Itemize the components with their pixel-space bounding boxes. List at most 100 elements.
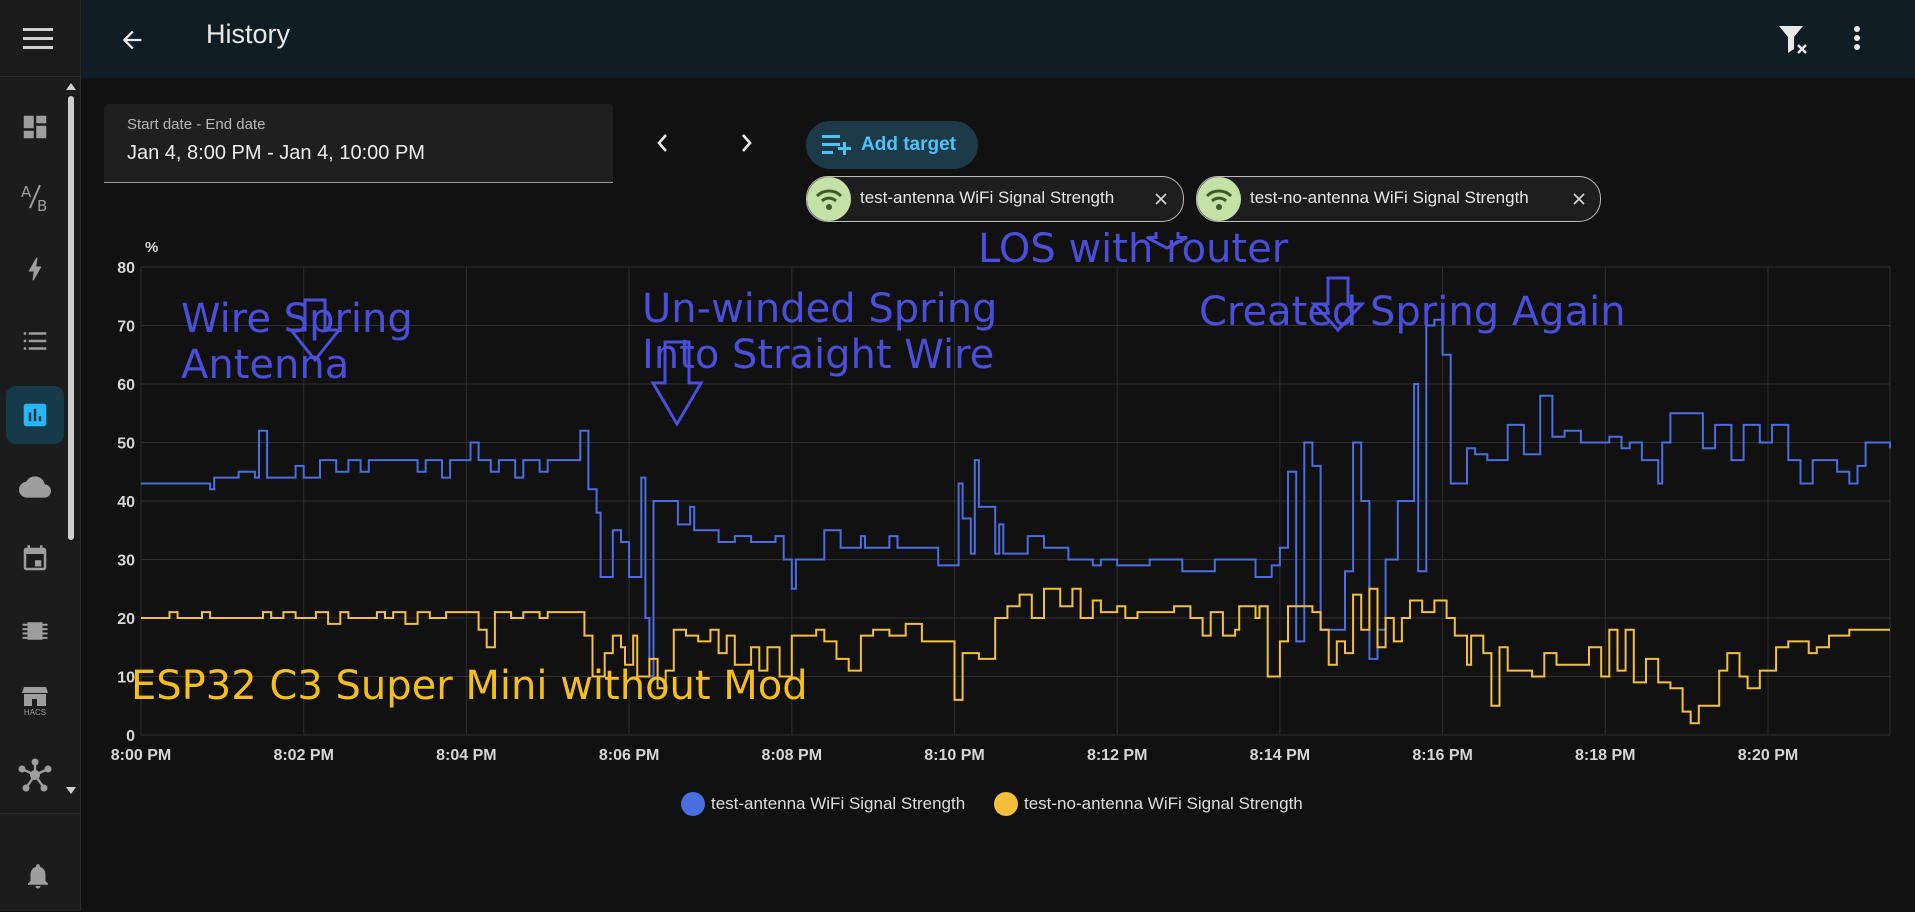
sidebar-item-energy[interactable] — [6, 240, 64, 298]
annotation-arrow — [1310, 276, 1366, 333]
y-axis-label: % — [145, 239, 158, 256]
annotation-text: ESP32 C3 Super Mini without Mod — [131, 663, 808, 709]
x-tick-label: 8:10 PM — [924, 747, 984, 764]
y-tick-label: 30 — [117, 553, 135, 570]
hacs-label: HACS — [23, 708, 47, 717]
sidebar-item-calendar[interactable] — [6, 530, 64, 588]
series-line-antenna — [141, 318, 1891, 678]
target-chip-no-antenna[interactable]: test-no-antenna WiFi Signal Strength — [1196, 176, 1601, 222]
x-tick-label: 8:14 PM — [1250, 747, 1310, 764]
annotation-arrow — [650, 340, 704, 427]
y-tick-label: 10 — [117, 670, 135, 687]
x-tick-label: 8:16 PM — [1412, 747, 1472, 764]
back-button[interactable] — [112, 20, 152, 60]
y-tick-label: 70 — [117, 319, 135, 336]
chevron-right-icon — [742, 134, 752, 152]
svg-text:B: B — [37, 197, 47, 214]
dashboard-icon — [23, 115, 47, 139]
sidebar-header — [0, 0, 80, 77]
sidebar-item-hacs[interactable]: HACS — [6, 672, 64, 730]
annotation-arrow — [287, 298, 343, 363]
filter-remove-icon — [1779, 26, 1807, 54]
sidebar-item-dashboard[interactable] — [6, 98, 64, 156]
annotation-text: Created Spring Again — [1199, 289, 1626, 335]
annotation-arrow — [1146, 232, 1188, 250]
series-line-no-antenna — [141, 587, 1890, 725]
date-range-picker[interactable]: Start date - End date Jan 4, 8:00 PM - J… — [104, 104, 613, 183]
sidebar-item-network[interactable] — [6, 746, 64, 804]
x-tick-label: 8:12 PM — [1087, 747, 1147, 764]
wifi-icon — [807, 177, 851, 221]
y-tick-label: 40 — [117, 494, 135, 511]
next-period-button[interactable] — [732, 128, 762, 158]
clear-filters-button[interactable] — [1771, 18, 1815, 62]
x-tick-label: 8:06 PM — [599, 747, 659, 764]
legend-item-antenna[interactable]: test-antenna WiFi Signal Strength — [681, 792, 965, 816]
close-icon — [1155, 193, 1167, 205]
playlist-add-icon — [822, 135, 851, 155]
legend-label: test-no-antenna WiFi Signal Strength — [1024, 794, 1303, 813]
sidebar-item-logbook[interactable] — [6, 312, 64, 370]
previous-period-button[interactable] — [647, 128, 677, 158]
ab-icon: AB — [21, 183, 47, 214]
target-chip-label: test-no-antenna WiFi Signal Strength — [1250, 188, 1529, 207]
x-tick-label: 8:18 PM — [1575, 747, 1635, 764]
annotation-text: LOS with router — [978, 232, 1289, 272]
sidebar-item-history[interactable] — [6, 386, 64, 444]
notifications-button[interactable] — [18, 856, 58, 896]
y-tick-label: 60 — [117, 377, 135, 394]
sidebar-footer — [0, 813, 80, 912]
more-vert-icon — [1854, 26, 1860, 50]
legend-label: test-antenna WiFi Signal Strength — [711, 794, 966, 813]
scroll-down-icon[interactable] — [66, 787, 76, 794]
chart-legend: test-antenna WiFi Signal Strength test-n… — [0, 780, 1915, 820]
menu-button[interactable] — [18, 20, 58, 56]
history-chart[interactable]: 0 10 20 30 40 50 60 70 80 8:00 PM 8:02 PM 8:04 PM 8:… — [100, 232, 1900, 772]
sidebar-scrollbar-thumb[interactable] — [68, 96, 74, 540]
x-tick-label: 8:08 PM — [762, 747, 822, 764]
annotation-text: Antenna — [181, 342, 349, 388]
arrow-back-icon — [122, 30, 142, 50]
cloud-icon — [19, 476, 51, 498]
x-tick-label: 8:20 PM — [1738, 747, 1798, 764]
close-icon — [1573, 193, 1585, 205]
x-tick-label: 8:02 PM — [273, 747, 333, 764]
bell-icon — [28, 864, 48, 889]
hacs-icon — [22, 687, 48, 706]
date-range-label: Start date - End date — [127, 116, 266, 133]
target-chip-antenna[interactable]: test-antenna WiFi Signal Strength — [806, 176, 1184, 222]
y-tick-label: 0 — [126, 728, 135, 745]
chevron-left-icon — [657, 134, 667, 152]
top-app-bar: History — [81, 0, 1915, 78]
y-tick-label: 20 — [117, 611, 135, 628]
add-target-label: Add target — [861, 134, 956, 155]
sidebar-item-cloud[interactable] — [6, 458, 64, 516]
energy-icon — [28, 257, 42, 281]
calendar-icon — [23, 545, 47, 571]
svg-text:A: A — [21, 183, 32, 201]
date-range-value: Jan 4, 8:00 PM - Jan 4, 10:00 PM — [127, 142, 425, 164]
more-options-button[interactable] — [1837, 18, 1877, 58]
legend-item-no-antenna[interactable]: test-no-antenna WiFi Signal Strength — [994, 792, 1303, 816]
target-chip-label: test-antenna WiFi Signal Strength — [860, 188, 1115, 207]
annotation-text: Into Straight Wire — [642, 332, 994, 378]
legend-swatch — [681, 792, 705, 816]
history-icon — [23, 403, 47, 427]
chip-icon — [22, 622, 48, 640]
remove-target-button[interactable] — [1150, 188, 1172, 210]
x-tick-label: 8:04 PM — [436, 747, 496, 764]
y-tick-label: 50 — [117, 436, 135, 453]
sidebar-item-esphome[interactable] — [6, 602, 64, 660]
x-tick-label: 8:00 PM — [111, 747, 171, 764]
page-title: History — [206, 19, 291, 49]
scroll-up-icon[interactable] — [66, 83, 76, 90]
y-tick-label: 80 — [117, 260, 135, 277]
legend-swatch — [994, 792, 1018, 816]
annotation-text: Un-winded Spring — [642, 286, 997, 332]
remove-target-button[interactable] — [1568, 188, 1590, 210]
add-target-button[interactable]: Add target — [806, 121, 978, 169]
annotation-text: Wire Spring — [181, 296, 413, 342]
logbook-icon — [23, 332, 47, 350]
